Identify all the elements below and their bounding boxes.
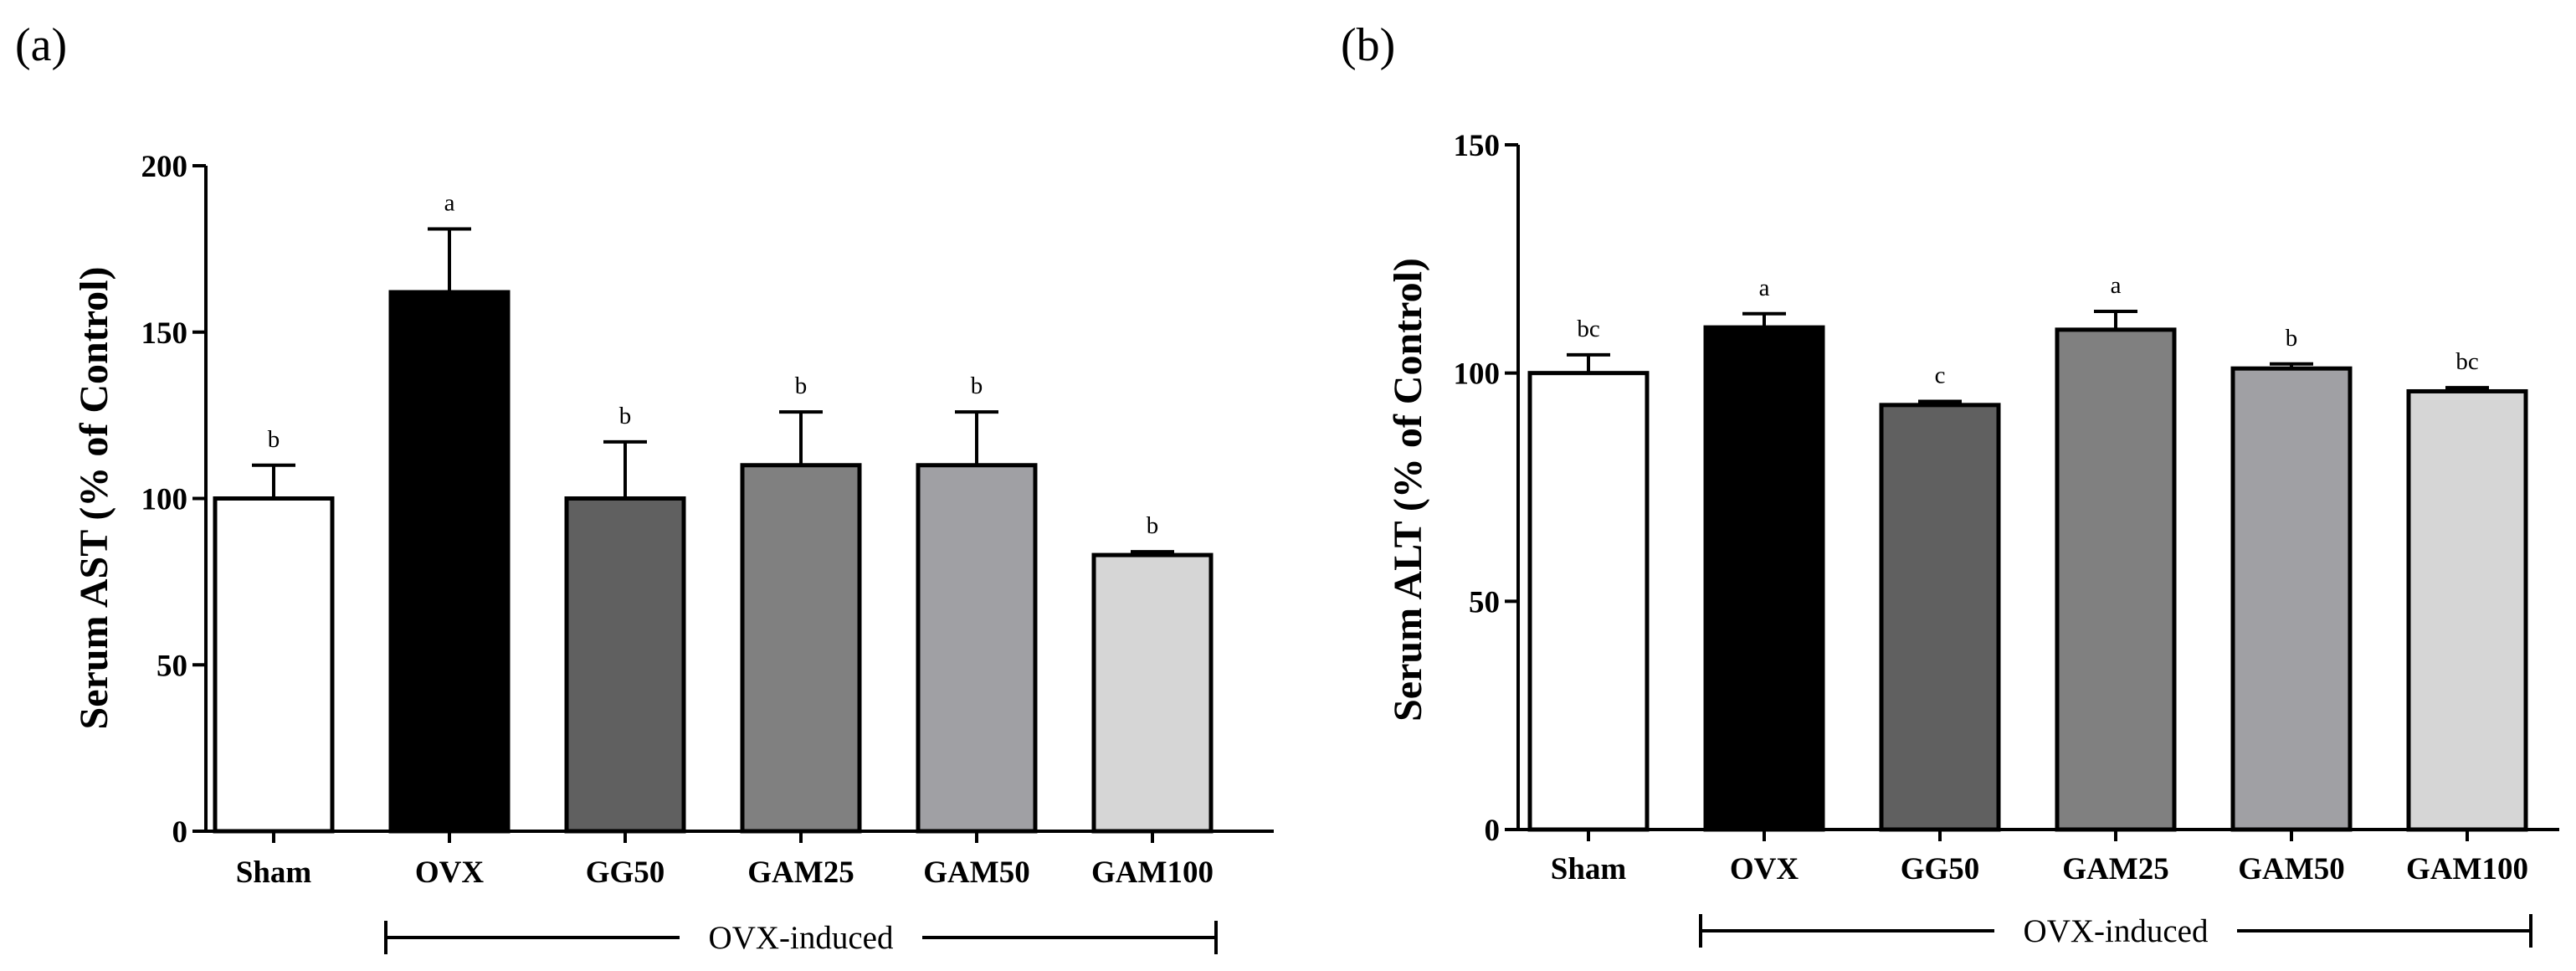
panel-a-label: (a) bbox=[15, 19, 67, 71]
bar-ovx bbox=[1703, 325, 1825, 832]
category-label: OVX bbox=[415, 855, 485, 890]
bar-gg50 bbox=[564, 496, 686, 834]
category-label: GG50 bbox=[586, 855, 665, 890]
bar-sham bbox=[213, 496, 335, 834]
y-tick-label: 0 bbox=[172, 815, 188, 850]
category-label: OVX bbox=[1730, 852, 1799, 886]
y-tick-label: 100 bbox=[1454, 357, 1501, 392]
y-tick-label: 50 bbox=[1469, 585, 1500, 619]
bracket-label: OVX-induced bbox=[709, 920, 894, 956]
significance-label: b bbox=[268, 426, 280, 453]
y-tick-label: 100 bbox=[141, 483, 188, 517]
significance-label: b bbox=[1147, 512, 1159, 539]
group-bracket: OVX-induced bbox=[384, 920, 1218, 956]
bar-gam100 bbox=[1091, 552, 1214, 834]
significance-label: b bbox=[619, 403, 632, 429]
significance-label: c bbox=[1935, 362, 1946, 388]
significance-label: b bbox=[795, 372, 808, 399]
panel-b-label: (b) bbox=[1341, 19, 1395, 71]
bar-gam50 bbox=[916, 463, 1038, 834]
y-axis-title: Serum ALT (% of Control) bbox=[1386, 258, 1430, 722]
y-tick-label: 150 bbox=[141, 316, 188, 351]
bar-gam25 bbox=[2055, 327, 2177, 832]
group-bracket: OVX-induced bbox=[1699, 913, 2532, 949]
significance-label: a bbox=[1759, 275, 1770, 301]
bar-ovx bbox=[388, 290, 511, 834]
bar-sham bbox=[1527, 371, 1650, 832]
category-label: Sham bbox=[236, 855, 312, 890]
significance-label: a bbox=[444, 190, 455, 217]
bar-gg50 bbox=[1879, 403, 2001, 832]
bar-gam100 bbox=[2406, 388, 2528, 832]
category-label: GG50 bbox=[1901, 852, 1980, 886]
category-label: GAM50 bbox=[923, 855, 1029, 890]
significance-label: b bbox=[2286, 325, 2298, 352]
bracket-label: OVX-induced bbox=[2024, 913, 2209, 949]
category-label: GAM100 bbox=[2406, 852, 2528, 886]
significance-label: bc bbox=[2455, 348, 2478, 375]
significance-label: a bbox=[2111, 272, 2122, 299]
category-label: GAM25 bbox=[747, 855, 854, 890]
y-tick-label: 150 bbox=[1454, 129, 1501, 163]
y-tick-label: 50 bbox=[157, 649, 187, 683]
y-tick-label: 200 bbox=[141, 150, 188, 184]
y-tick-label: 0 bbox=[1485, 814, 1501, 848]
panel-a: (a) 0 50 100 150 200 Serum AST (% of Control)… bbox=[15, 19, 1274, 956]
y-axis-title: Serum AST (% of Control) bbox=[72, 267, 116, 730]
bar-gam50 bbox=[2230, 366, 2353, 832]
category-label: GAM25 bbox=[2062, 852, 2168, 886]
category-label: GAM100 bbox=[1091, 855, 1214, 890]
category-label: GAM50 bbox=[2238, 852, 2344, 886]
category-label: Sham bbox=[1551, 852, 1627, 886]
significance-label: bc bbox=[1577, 316, 1599, 342]
bar-gam25 bbox=[740, 463, 862, 834]
significance-label: b bbox=[971, 372, 983, 399]
